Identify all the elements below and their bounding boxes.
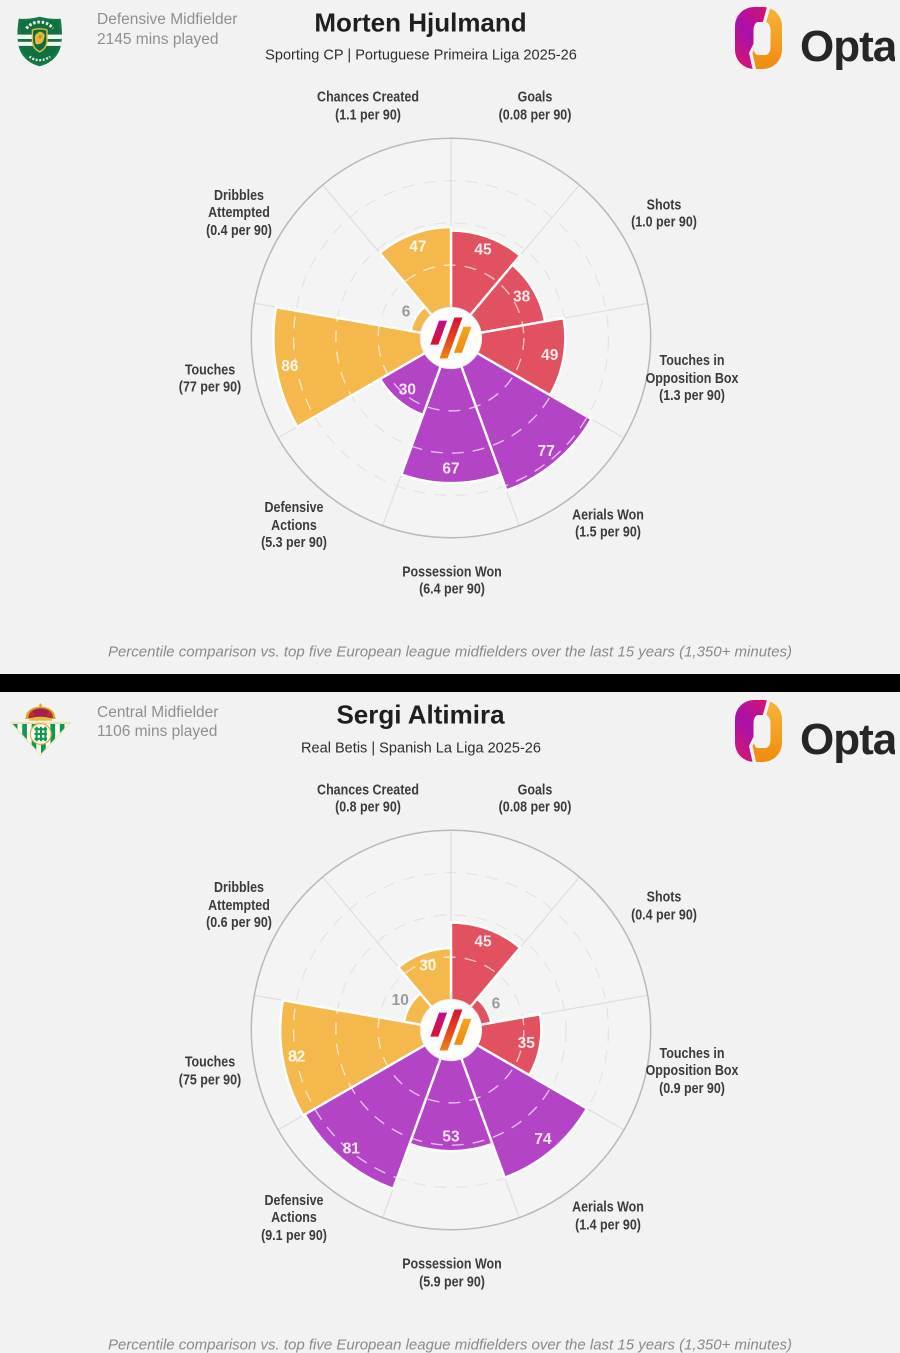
svg-text:49: 49 (541, 346, 559, 363)
svg-text:53: 53 (442, 1129, 460, 1146)
svg-text:35: 35 (518, 1035, 536, 1052)
svg-text:67: 67 (442, 460, 459, 477)
svg-text:30: 30 (399, 381, 416, 398)
svg-text:30: 30 (419, 958, 436, 975)
svg-text:10: 10 (391, 992, 408, 1009)
svg-text:77: 77 (538, 443, 555, 460)
svg-text:74: 74 (534, 1131, 552, 1148)
svg-text:47: 47 (409, 238, 426, 255)
svg-text:Opta: Opta (800, 715, 895, 763)
svg-text:6: 6 (402, 303, 411, 320)
svg-text:Opta: Opta (800, 22, 895, 70)
svg-text:81: 81 (343, 1140, 361, 1157)
svg-text:38: 38 (513, 288, 531, 305)
svg-text:45: 45 (474, 241, 492, 258)
svg-text:86: 86 (281, 357, 299, 374)
svg-text:82: 82 (288, 1049, 305, 1066)
svg-text:45: 45 (474, 934, 492, 951)
svg-text:6: 6 (491, 996, 500, 1013)
